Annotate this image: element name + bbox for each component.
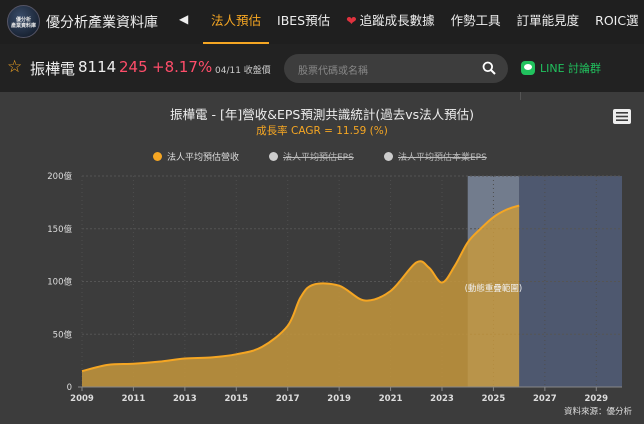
star-icon[interactable]: ☆ [7,57,23,77]
revenue-chart: 0 50億 100億 150億 200億 (動態重疊範圍) 2009 2011 2013 2015… [47,171,622,404]
band-label: (動態重疊範圍) [465,283,523,294]
heart-icon: ❤ [346,13,357,28]
y-tick-label: 200億 [47,171,72,182]
logo-text: 優分析 產業資料庫 [10,17,36,29]
x-tick-label: 2011 [122,394,146,404]
legend-revenue[interactable]: 法人平均預估營收 [153,150,239,164]
x-tick-label: 2013 [173,394,197,404]
x-tick-label: 2017 [276,394,300,404]
legend-label: 法人平均預估營收 [167,153,240,163]
hamburger-icon[interactable] [612,108,632,125]
panel-divider [520,92,644,100]
x-tick-label: 2029 [584,394,608,404]
x-tick-label: 2009 [70,394,94,404]
tab-roic[interactable]: ROIC選 [587,0,644,44]
nav-left-arrow[interactable]: ◀ [179,12,189,26]
tab-label: ROIC選 [595,13,639,28]
top-navigation: 優分析 產業資料庫 優分析產業資料庫 ◀ 法人預估 IBES預估 ❤ 追蹤成長數據 … [0,0,644,44]
tab-ibes-forecast[interactable]: IBES預估 [269,0,338,44]
stock-header: ☆ 振樺電 8114 245 +8.17% 04/11 收盤價 股票代碼或名稱 … [0,44,644,92]
y-tick-label: 50億 [53,329,73,340]
legend-dot [269,152,278,161]
x-tick-label: 2025 [482,394,506,404]
tab-label: 訂單能見度 [516,13,580,28]
tab-label: 法人預估 [211,13,262,28]
stock-change: +8.17% [152,58,213,76]
x-tick-label: 2021 [379,394,403,404]
stock-code: 8114 [78,58,117,76]
revenue-line [81,204,520,373]
stock-name: 振樺電 [30,60,76,78]
y-tick-label: 0 [67,383,72,393]
chart-title: 振樺電 - [年]營收&EPS預測共識統計(過去vs法人預估) [170,107,474,122]
legend-core-eps[interactable]: 法人平均預估本業EPS [384,150,487,164]
tab-analyst-forecast[interactable]: 法人預估 [203,0,270,44]
search-input[interactable]: 股票代碼或名稱 [284,54,508,83]
tab-order-visibility[interactable]: 訂單能見度 [509,0,588,44]
line-group-link[interactable]: LINE 討論群 [540,62,602,75]
y-tick-label: 150億 [47,224,72,235]
tab-tools[interactable]: 作勢工具 [443,0,509,44]
x-tick-label: 2015 [224,394,248,404]
stock-price: 245 [119,58,148,76]
close-date: 04/11 收盤價 [215,66,271,76]
line-icon[interactable] [521,61,535,75]
site-logo[interactable]: 優分析 產業資料庫 [7,5,40,38]
x-tick-label: 2019 [327,394,351,404]
x-tick-label: 2027 [533,394,557,404]
legend-label: 法人平均預估本業EPS [398,153,487,163]
legend-label: 法人平均預估EPS [283,153,354,163]
x-tick-label: 2023 [430,394,454,404]
tab-label: 追蹤成長數據 [359,13,435,28]
tab-label: 作勢工具 [450,13,501,28]
chart-subtitle: 成長率 CAGR = 11.59 (%) [256,125,388,137]
search-placeholder: 股票代碼或名稱 [298,66,368,77]
legend-dot [384,152,393,161]
data-source: 資料來源：優分析 [563,407,632,417]
revenue-area [82,205,520,387]
legend-dot [153,152,162,161]
tab-label: IBES預估 [277,13,331,28]
tab-growth-tracking[interactable]: ❤ 追蹤成長數據 [338,0,443,44]
legend-eps[interactable]: 法人平均預估EPS [269,150,354,164]
search-icon[interactable] [482,61,496,75]
site-title[interactable]: 優分析產業資料庫 [46,15,158,31]
y-tick-label: 100億 [47,277,72,288]
nav-tabs: 法人預估 IBES預估 ❤ 追蹤成長數據 作勢工具 訂單能見度 ROIC選 [203,0,644,44]
